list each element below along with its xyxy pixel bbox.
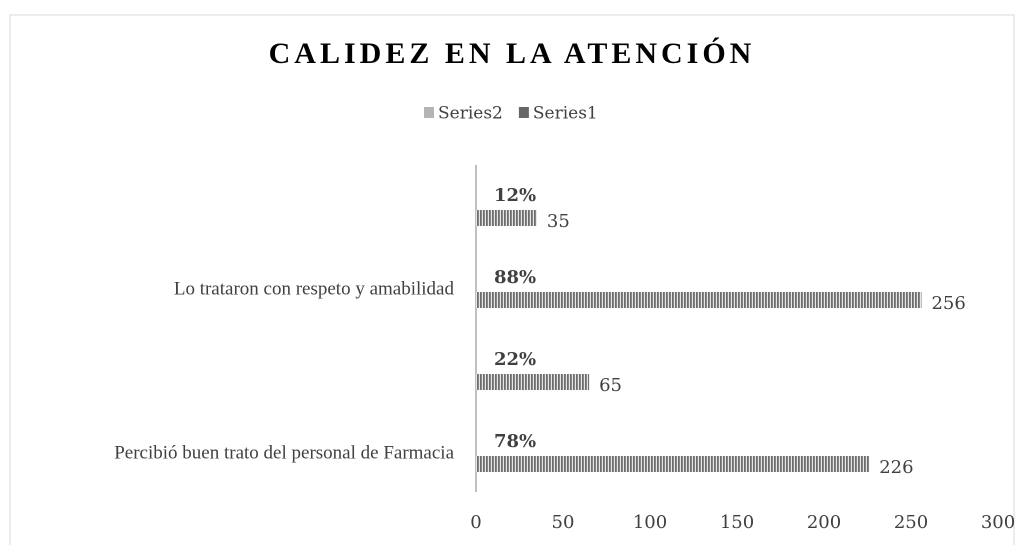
x-tick-label: 300 bbox=[981, 512, 1015, 533]
bar bbox=[476, 374, 590, 390]
percent-label: 22% bbox=[494, 349, 536, 370]
percent-label: 88% bbox=[494, 267, 536, 288]
value-label: 226 bbox=[879, 457, 913, 478]
x-tick-label: 200 bbox=[807, 512, 841, 533]
x-tick-label: 250 bbox=[894, 512, 928, 533]
x-tick-label: 50 bbox=[552, 512, 575, 533]
legend-label: Series1 bbox=[533, 104, 598, 124]
legend-swatch bbox=[424, 107, 434, 118]
category-label: Percibió buen trato del personal de Farm… bbox=[114, 442, 454, 463]
legend-label: Series2 bbox=[438, 104, 503, 124]
value-label: 65 bbox=[599, 375, 622, 396]
chart-border bbox=[9, 14, 1015, 545]
x-tick-label: 150 bbox=[720, 512, 754, 533]
legend-swatch bbox=[518, 107, 529, 118]
percent-label: 78% bbox=[494, 431, 536, 452]
x-tick-label: 100 bbox=[633, 512, 667, 533]
chart-title: CALIDEZ EN LA ATENCIÓN bbox=[269, 37, 756, 70]
value-label: 35 bbox=[547, 211, 570, 232]
bar bbox=[476, 456, 870, 472]
category-label: Lo trataron con respeto y amabilidad bbox=[174, 278, 455, 299]
percent-label: 12% bbox=[494, 185, 536, 206]
x-tick-label: 0 bbox=[470, 512, 481, 533]
value-label: 256 bbox=[931, 293, 965, 314]
bar bbox=[476, 292, 922, 308]
bar bbox=[476, 210, 537, 226]
